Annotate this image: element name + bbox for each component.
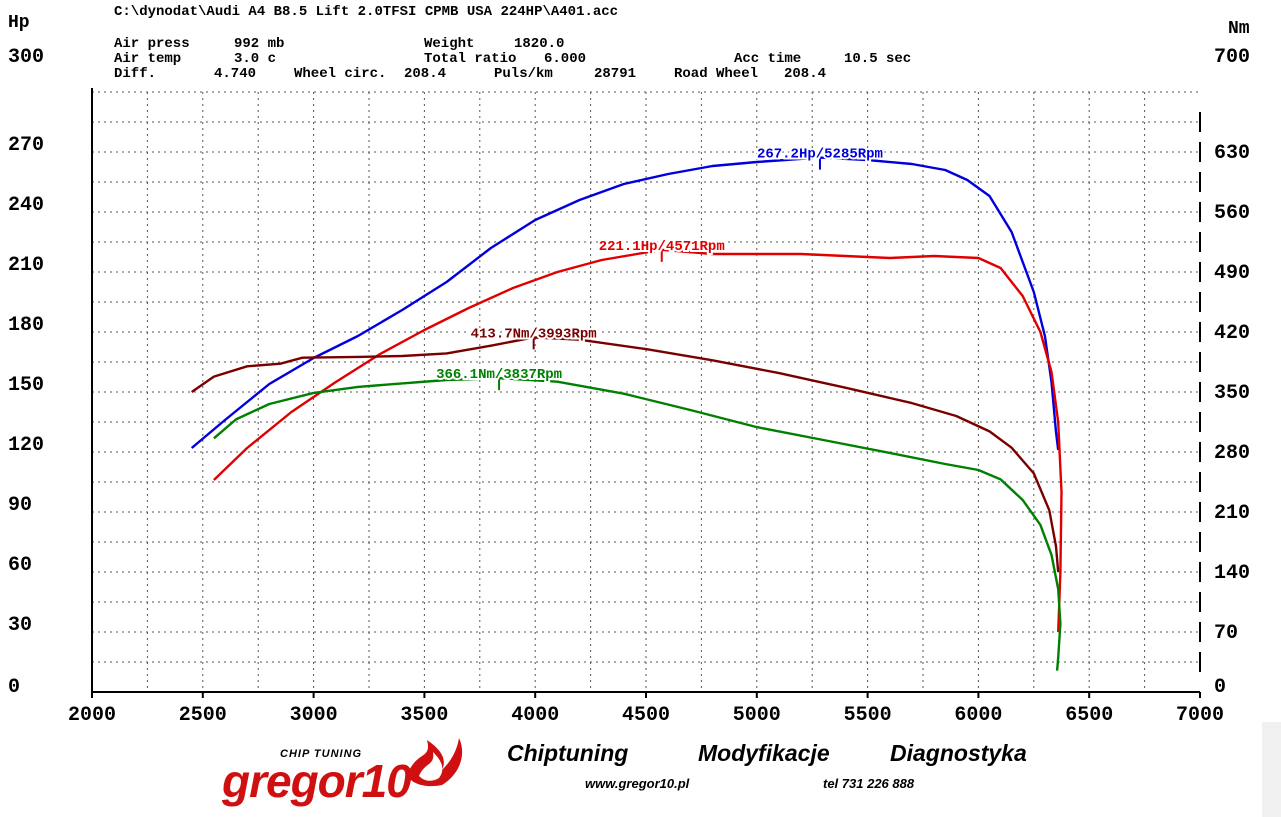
y-right-tick-label: 70	[1214, 622, 1238, 645]
x-tick-label: 6500	[1065, 704, 1113, 727]
phone-number: tel 731 226 888	[823, 776, 915, 791]
wheel-circ-value: 208.4	[404, 66, 446, 82]
series-line-torque_tuned	[191, 336, 1060, 573]
y-right-tick-label: 280	[1214, 442, 1250, 465]
logo-wordmark: gregor10	[222, 755, 412, 807]
dyno-chart: C:\dynodat\Audi A4 B8.5 Lift 2.0TFSI CPM…	[8, 4, 1250, 727]
wheel-circ-label: Wheel circ.	[294, 66, 386, 82]
y-left-tick-label: 210	[8, 254, 44, 277]
left-axis-unit: Hp	[8, 13, 30, 33]
x-tick-label: 5000	[733, 704, 781, 727]
y-right-tick-label: 700	[1214, 46, 1250, 69]
y-right-tick-label: 630	[1214, 142, 1250, 165]
file-path: C:\dynodat\Audi A4 B8.5 Lift 2.0TFSI CPM…	[114, 4, 618, 20]
road-wheel-label: Road Wheel	[674, 66, 758, 82]
x-tick-label: 2000	[68, 704, 116, 727]
x-tick-label: 5500	[844, 704, 892, 727]
diff-label: Diff.	[114, 66, 156, 82]
x-tick-label: 3000	[290, 704, 338, 727]
x-tick-label: 4500	[622, 704, 670, 727]
y-right-tick-label: 210	[1214, 502, 1250, 525]
x-tick-label: 4000	[511, 704, 559, 727]
y-left-tick-label: 240	[8, 194, 44, 217]
series-line-power_tuned	[190, 156, 1060, 451]
y-left-tick-label: 60	[8, 554, 32, 577]
x-tick-label: 6000	[954, 704, 1002, 727]
footer-banner: CHIP TUNING gregor10 Chiptuning Modyfika…	[0, 736, 1281, 817]
website-link[interactable]: www.gregor10.pl	[585, 776, 690, 791]
y-left-tick-label: 30	[8, 614, 32, 637]
y-right-tick-label: 490	[1214, 262, 1250, 285]
road-wheel-value: 208.4	[784, 66, 826, 82]
y-left-tick-label: 0	[8, 676, 20, 699]
series-layer: 267.2Hp/5285Rpm 221.1Hp/4571Rpm 413.7Nm/39…	[190, 145, 1063, 671]
peak-label-torque_stock: 366.1Nm/3837Rpm	[436, 367, 562, 383]
peak-label-power_stock: 221.1Hp/4571Rpm	[599, 239, 725, 255]
series-line-torque_stock	[213, 377, 1062, 671]
y-right-tick-label: 350	[1214, 382, 1250, 405]
y-left-tick-label: 150	[8, 374, 44, 397]
axes: 2000 2500 3000 3500 4000 4500 5000 5500 6000 6500…	[8, 46, 1250, 727]
acc-time-label: Acc time	[734, 51, 801, 67]
right-axis-unit: Nm	[1228, 19, 1250, 39]
header-info: C:\dynodat\Audi A4 B8.5 Lift 2.0TFSI CPM…	[114, 4, 911, 82]
air-temp-value: 3.0 c	[234, 51, 276, 67]
y-left-tick-label: 300	[8, 46, 44, 69]
y-right-tick-label: 420	[1214, 322, 1250, 345]
acc-time-value: 10.5 sec	[844, 51, 911, 67]
total-ratio-value: 6.000	[544, 51, 586, 67]
flame-icon	[407, 738, 463, 787]
tag-modyfikacje: Modyfikacje	[698, 740, 830, 766]
peak-label-power_tuned: 267.2Hp/5285Rpm	[757, 147, 883, 163]
weight-value: 1820.0	[514, 36, 564, 52]
grid	[92, 91, 1200, 692]
y-left-tick-label: 270	[8, 134, 44, 157]
y-right-tick-label: 140	[1214, 562, 1250, 585]
gregor10-logo: CHIP TUNING gregor10	[222, 736, 472, 816]
tag-chiptuning: Chiptuning	[507, 740, 629, 766]
y-right-tick-label: 0	[1214, 676, 1226, 699]
peak-label-torque_tuned: 413.7Nm/3993Rpm	[471, 326, 597, 342]
logo-subtitle: CHIP TUNING	[280, 748, 363, 760]
scrollbar-track[interactable]	[1262, 722, 1281, 817]
x-tick-label: 3500	[400, 704, 448, 727]
air-press-label: Air press	[114, 36, 190, 52]
y-left-tick-label: 180	[8, 314, 44, 337]
y-left-tick-label: 90	[8, 494, 32, 517]
y-left-tick-label: 120	[8, 434, 44, 457]
puls-km-label: Puls/km	[494, 66, 553, 82]
y-right-tick-label: 560	[1214, 202, 1250, 225]
x-tick-label: 7000	[1176, 704, 1224, 727]
weight-label: Weight	[424, 36, 474, 52]
tag-diagnostyka: Diagnostyka	[890, 740, 1027, 766]
total-ratio-label: Total ratio	[424, 51, 516, 67]
diff-value: 4.740	[214, 66, 256, 82]
series-line-power_stock	[213, 248, 1063, 633]
puls-km-value: 28791	[594, 66, 636, 82]
x-tick-label: 2500	[179, 704, 227, 727]
air-temp-label: Air temp	[114, 51, 181, 67]
air-press-value: 992 mb	[234, 36, 284, 52]
